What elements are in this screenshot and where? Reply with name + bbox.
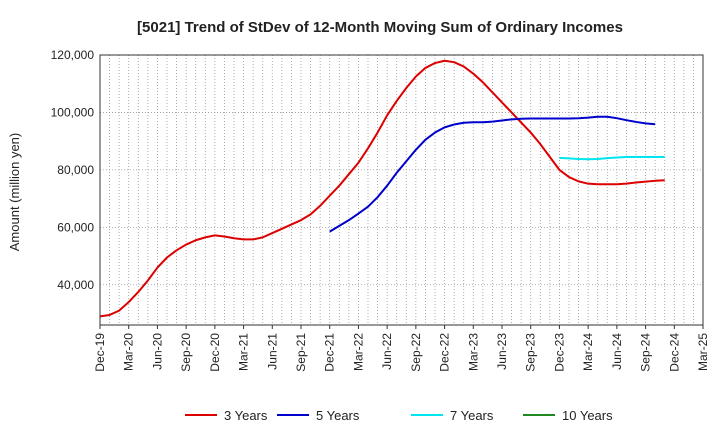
x-tick-label: Dec-24 [667,333,681,372]
x-tick-label: Sep-24 [639,333,653,372]
x-tick-label: Jun-24 [610,333,624,370]
x-tick-label: Dec-21 [323,333,337,372]
x-tick-label: Mar-20 [122,333,136,371]
x-tick-label: Sep-21 [294,333,308,372]
x-tick-label: Jun-22 [380,333,394,370]
x-tick-label: Jun-23 [495,333,509,370]
x-tick-label: Mar-21 [237,333,251,371]
x-tick-label: Dec-22 [438,333,452,372]
x-tick-label: Sep-23 [524,333,538,372]
x-tick-label: Sep-22 [409,333,423,372]
legend-label: 10 Years [562,408,613,423]
grid [100,54,703,325]
plot-frame [99,54,704,326]
y-tick-label: 120,000 [51,48,95,62]
y-axis-label: Amount (million yen) [7,133,22,252]
legend-label: 5 Years [316,408,360,423]
x-tick-label: Mar-23 [466,333,480,371]
x-tick-label: Dec-23 [552,333,566,372]
axes: 40,000 60,000 80,000 100,000 120,000 Dec-19 Ma… [51,48,710,372]
x-tick-label: Mar-24 [581,333,595,371]
series-line-5-years [329,115,656,233]
x-tick-label: Jun-20 [150,333,164,370]
x-tick-label: Mar-25 [696,333,710,371]
x-tick-label: Jun-21 [265,333,279,370]
y-tick-label: 60,000 [57,220,94,234]
x-tick-label: Sep-20 [179,333,193,372]
y-tick-label: 80,000 [57,163,94,177]
series-line-3-years [99,59,665,318]
x-tick-label: Dec-19 [93,333,107,372]
chart-title: [5021] Trend of StDev of 12-Month Moving… [137,19,623,36]
legend: 3 Years 5 Years 7 Years 10 Years [185,408,613,423]
y-tick-label: 100,000 [51,105,95,119]
legend-label: 7 Years [450,408,494,423]
y-tick-label: 40,000 [57,278,94,292]
series-lines [99,59,665,318]
legend-label: 3 Years [224,408,268,423]
x-tick-label: Mar-22 [351,333,365,371]
x-tick-label: Dec-20 [208,333,222,372]
series-line-7-years [559,155,665,161]
